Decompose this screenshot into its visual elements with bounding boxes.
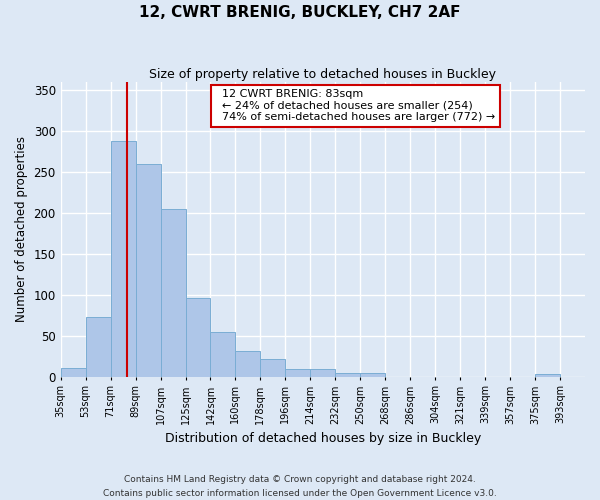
Bar bbox=[110, 142, 136, 376]
Bar bbox=[161, 208, 185, 376]
Bar bbox=[260, 360, 286, 376]
Text: 12 CWRT BRENIG: 83sqm
  ← 24% of detached houses are smaller (254)
  74% of semi: 12 CWRT BRENIG: 83sqm ← 24% of detached … bbox=[215, 89, 496, 122]
Bar bbox=[535, 374, 560, 376]
Bar bbox=[185, 298, 211, 376]
Text: Contains HM Land Registry data © Crown copyright and database right 2024.
Contai: Contains HM Land Registry data © Crown c… bbox=[103, 476, 497, 498]
X-axis label: Distribution of detached houses by size in Buckley: Distribution of detached houses by size … bbox=[165, 432, 481, 445]
Bar bbox=[310, 370, 335, 376]
Bar bbox=[235, 352, 260, 376]
Bar bbox=[86, 317, 110, 376]
Text: 12, CWRT BRENIG, BUCKLEY, CH7 2AF: 12, CWRT BRENIG, BUCKLEY, CH7 2AF bbox=[139, 5, 461, 20]
Y-axis label: Number of detached properties: Number of detached properties bbox=[15, 136, 28, 322]
Title: Size of property relative to detached houses in Buckley: Size of property relative to detached ho… bbox=[149, 68, 496, 80]
Bar bbox=[61, 368, 86, 376]
Bar bbox=[211, 332, 235, 376]
Bar bbox=[335, 374, 360, 376]
Bar bbox=[286, 370, 310, 376]
Bar bbox=[136, 164, 161, 376]
Bar bbox=[360, 372, 385, 376]
